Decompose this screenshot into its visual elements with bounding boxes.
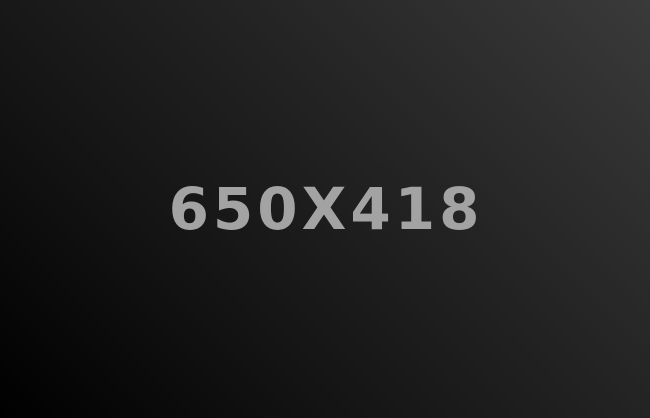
dimension-label: 650X418 <box>168 175 484 243</box>
